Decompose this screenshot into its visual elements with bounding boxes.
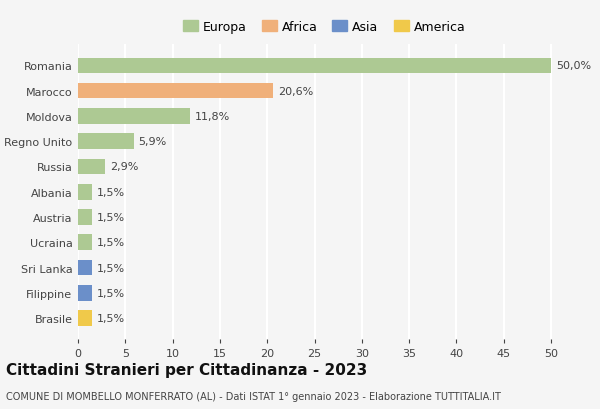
Text: 20,6%: 20,6% (278, 86, 313, 97)
Bar (78, 109, 190, 124)
Bar (78, 210, 92, 225)
Text: COMUNE DI MOMBELLO MONFERRATO (AL) - Dati ISTAT 1° gennaio 2023 - Elaborazione T: COMUNE DI MOMBELLO MONFERRATO (AL) - Dat… (6, 391, 501, 400)
Text: 2,9%: 2,9% (110, 162, 139, 172)
Bar (78, 83, 273, 99)
Text: 1,5%: 1,5% (97, 212, 125, 222)
Bar (78, 58, 551, 74)
Text: 5,9%: 5,9% (139, 137, 167, 147)
Text: 1,5%: 1,5% (97, 288, 125, 298)
Text: 1,5%: 1,5% (97, 263, 125, 273)
Bar (78, 285, 92, 301)
Bar (78, 235, 92, 250)
Bar (78, 184, 92, 200)
Text: 11,8%: 11,8% (194, 112, 230, 121)
Bar (78, 159, 106, 175)
Text: 1,5%: 1,5% (97, 187, 125, 197)
Text: 50,0%: 50,0% (556, 61, 591, 71)
Text: 1,5%: 1,5% (97, 313, 125, 323)
Legend: Europa, Africa, Asia, America: Europa, Africa, Asia, America (178, 16, 470, 39)
Text: Cittadini Stranieri per Cittadinanza - 2023: Cittadini Stranieri per Cittadinanza - 2… (6, 362, 367, 377)
Bar (78, 310, 92, 326)
Bar (78, 260, 92, 276)
Text: 1,5%: 1,5% (97, 238, 125, 247)
Bar (78, 134, 134, 150)
